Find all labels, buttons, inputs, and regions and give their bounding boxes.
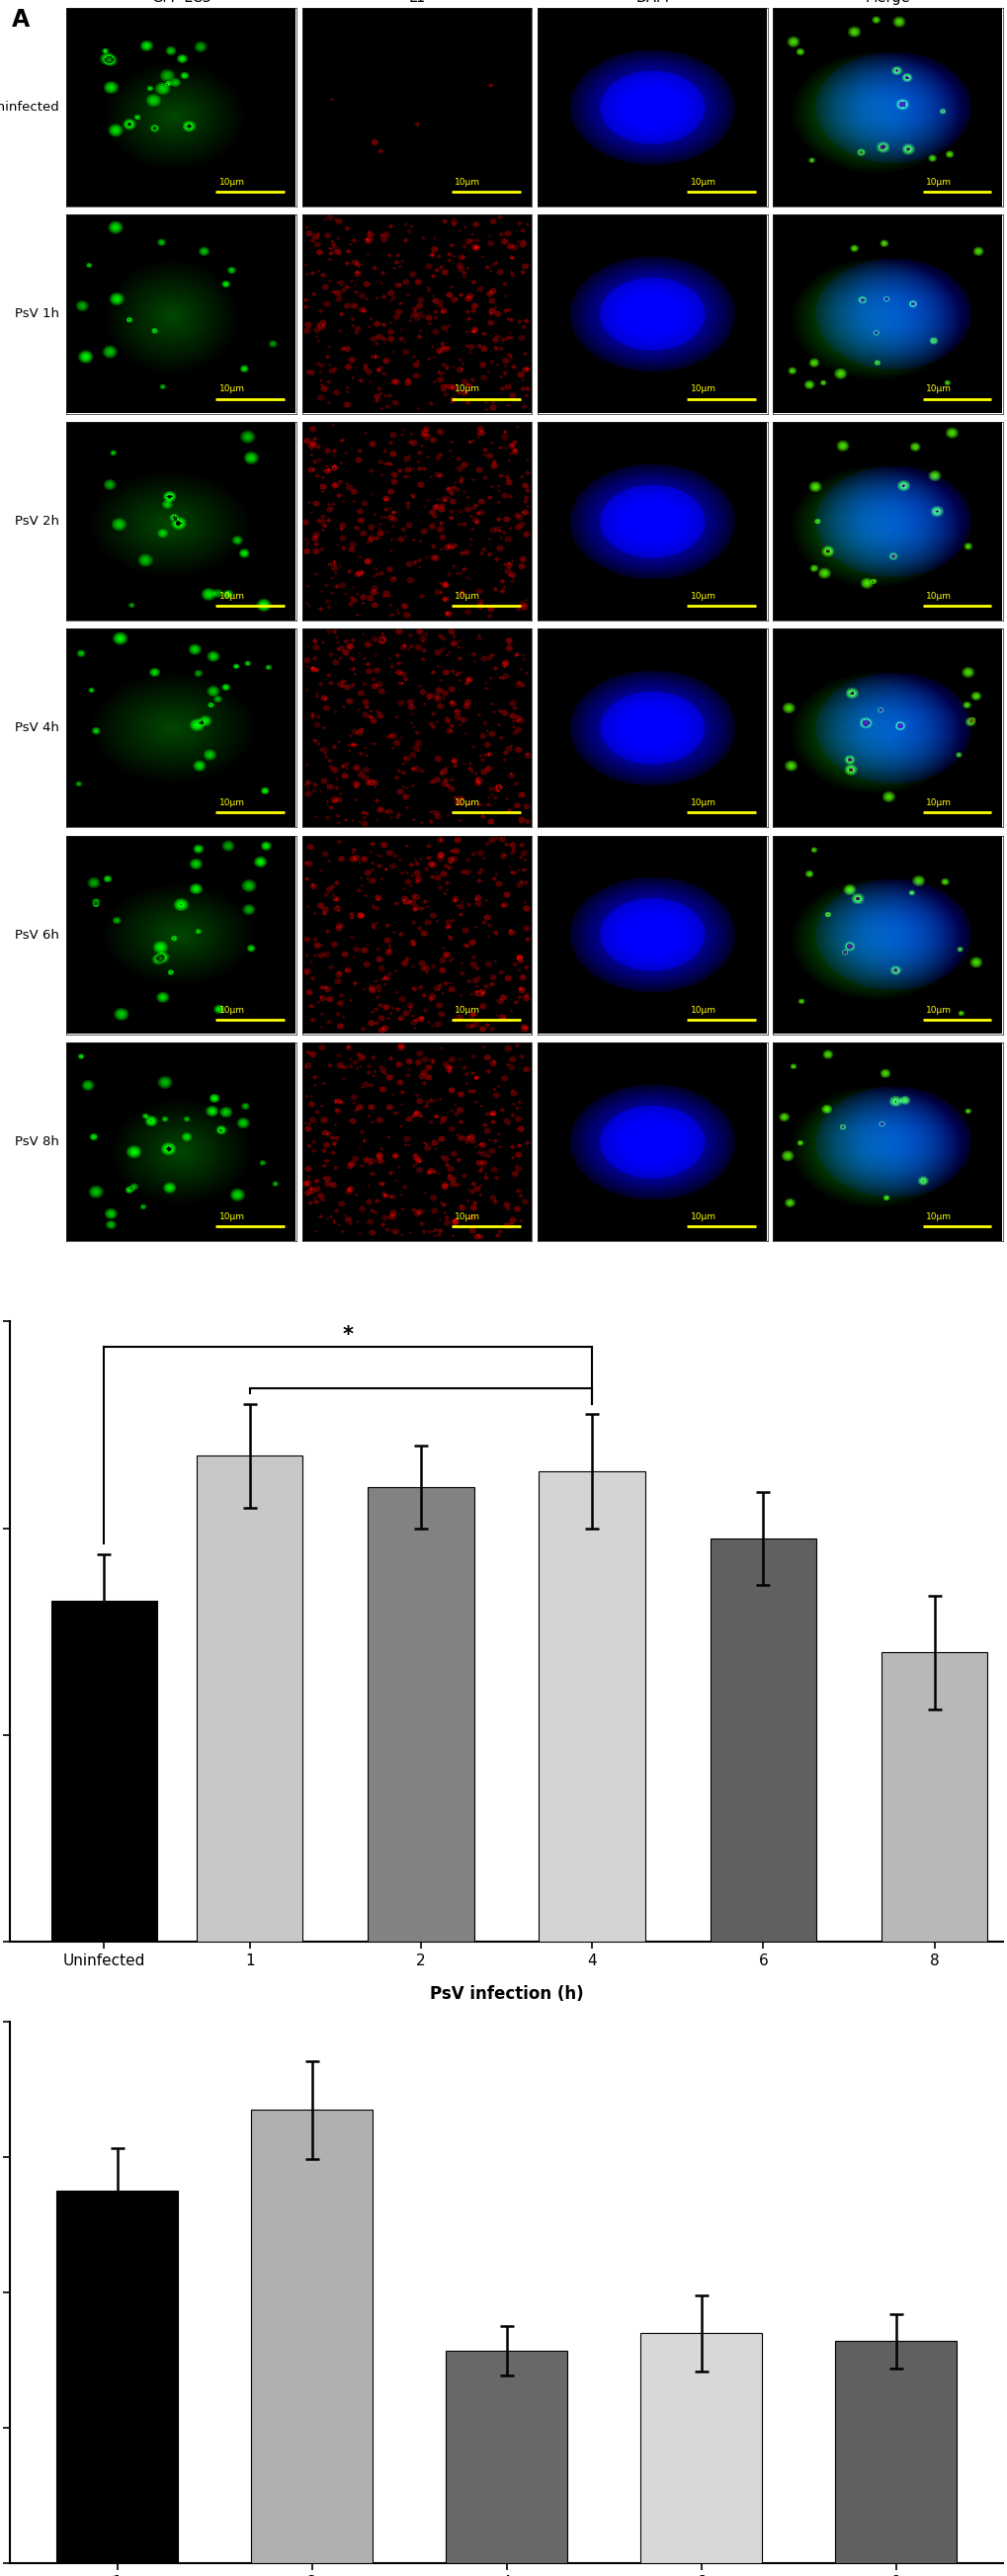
Text: 10μm: 10μm bbox=[219, 1213, 245, 1221]
Bar bbox=[539, 1471, 644, 1942]
Text: 10μm: 10μm bbox=[219, 178, 245, 188]
Text: 10μm: 10μm bbox=[925, 384, 951, 394]
Title: DAPI: DAPI bbox=[635, 0, 669, 5]
Bar bbox=[368, 1486, 473, 1942]
Text: 10μm: 10μm bbox=[219, 384, 245, 394]
Text: 10μm: 10μm bbox=[219, 799, 245, 809]
Bar bbox=[196, 1455, 302, 1942]
Text: 10μm: 10μm bbox=[925, 178, 951, 188]
Text: 10μm: 10μm bbox=[454, 592, 480, 600]
Text: 10μm: 10μm bbox=[925, 1213, 951, 1221]
Bar bbox=[51, 1600, 157, 1942]
Text: 10μm: 10μm bbox=[690, 1213, 715, 1221]
Text: *: * bbox=[342, 1324, 353, 1345]
Text: 10μm: 10μm bbox=[690, 178, 715, 188]
Bar bbox=[710, 1538, 816, 1942]
Text: 10μm: 10μm bbox=[690, 592, 715, 600]
Text: 10μm: 10μm bbox=[454, 799, 480, 809]
Text: 10μm: 10μm bbox=[690, 1005, 715, 1015]
Bar bbox=[640, 2334, 761, 2563]
Text: 10μm: 10μm bbox=[219, 1005, 245, 1015]
Text: PsV 8h: PsV 8h bbox=[15, 1136, 59, 1149]
Text: A: A bbox=[12, 8, 30, 31]
Text: 10μm: 10μm bbox=[690, 799, 715, 809]
Title: Merge: Merge bbox=[865, 0, 909, 5]
Text: PsV 2h: PsV 2h bbox=[15, 515, 59, 528]
Title: L1: L1 bbox=[408, 0, 425, 5]
Text: Uninfected: Uninfected bbox=[0, 100, 59, 113]
Text: PsV 6h: PsV 6h bbox=[15, 927, 59, 940]
Title: GFP-LC3: GFP-LC3 bbox=[151, 0, 211, 5]
Text: PsV 4h: PsV 4h bbox=[15, 721, 59, 734]
Bar bbox=[446, 2352, 566, 2563]
Bar bbox=[835, 2342, 956, 2563]
Text: 10μm: 10μm bbox=[454, 1213, 480, 1221]
Text: PsV 1h: PsV 1h bbox=[15, 307, 59, 319]
X-axis label: PsV infection (h): PsV infection (h) bbox=[429, 1986, 583, 2002]
Text: 10μm: 10μm bbox=[454, 1005, 480, 1015]
Bar bbox=[56, 2192, 177, 2563]
Text: 10μm: 10μm bbox=[925, 1005, 951, 1015]
Bar bbox=[880, 1651, 987, 1942]
Bar bbox=[251, 2110, 372, 2563]
Text: 10μm: 10μm bbox=[925, 592, 951, 600]
Text: 10μm: 10μm bbox=[454, 384, 480, 394]
Text: 10μm: 10μm bbox=[690, 384, 715, 394]
Text: 10μm: 10μm bbox=[219, 592, 245, 600]
Text: 10μm: 10μm bbox=[454, 178, 480, 188]
Text: 10μm: 10μm bbox=[925, 799, 951, 809]
